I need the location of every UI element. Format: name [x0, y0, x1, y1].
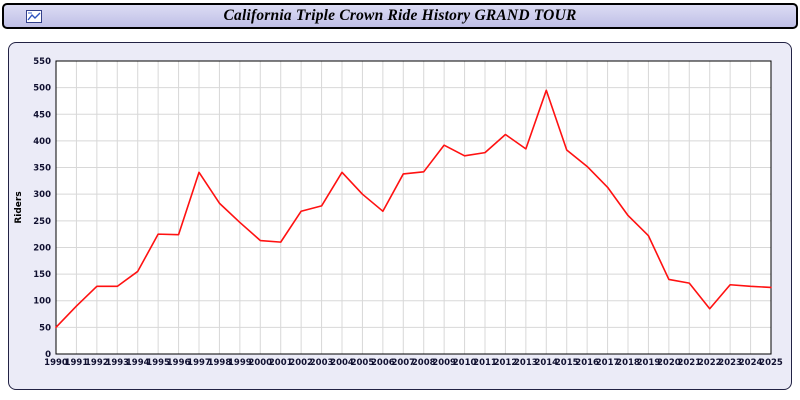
x-tick-label: 2013 — [514, 358, 538, 368]
chart-icon — [26, 9, 42, 23]
window-title-bar: California Triple Crown Ride History GRA… — [2, 3, 798, 29]
x-tick-label: 1992 — [85, 358, 109, 368]
x-tick-label: 2010 — [453, 358, 477, 368]
x-tick-label: 2012 — [494, 358, 518, 368]
x-tick-label: 2000 — [248, 358, 272, 368]
y-tick-label: 200 — [33, 243, 51, 253]
chart-panel: 0 50 100 150 200 250 300 350 400 450 500 550 1990 199… — [8, 42, 792, 390]
y-tick-label: 400 — [33, 137, 51, 147]
y-tick-label: 500 — [33, 84, 51, 94]
page-title: California Triple Crown Ride History GRA… — [223, 7, 577, 24]
x-tick-label: 2025 — [759, 358, 783, 368]
plot-area — [56, 61, 771, 354]
y-tick-label: 50 — [39, 323, 51, 333]
x-tick-label: 1998 — [208, 358, 232, 368]
y-tick-label: 0 — [45, 350, 51, 360]
x-tick-label: 2016 — [575, 358, 599, 368]
x-tick-label: 2021 — [677, 358, 701, 368]
x-tick-label: 1993 — [105, 358, 129, 368]
y-tick-label: 450 — [33, 110, 51, 120]
x-tick-label: 2014 — [534, 358, 558, 368]
x-tick-label: 2019 — [637, 358, 661, 368]
y-tick-label: 150 — [33, 270, 51, 280]
x-tick-label: 2020 — [657, 358, 681, 368]
ride-history-line-chart: 0501001502002503003504004505005501990199… — [14, 57, 783, 368]
x-tick-label: 2004 — [330, 358, 354, 368]
x-tick-label: 2002 — [289, 358, 313, 368]
x-tick-label: 2023 — [718, 358, 742, 368]
y-tick-label: 350 — [33, 164, 51, 174]
y-tick-label: 300 — [33, 190, 51, 200]
x-tick-label: 2022 — [698, 358, 722, 368]
x-tick-label: 2009 — [432, 358, 456, 368]
x-tick-label: 1999 — [228, 358, 252, 368]
x-tick-label: 2011 — [473, 358, 497, 368]
x-tick-label: 2001 — [269, 358, 293, 368]
x-tick-label: 2015 — [555, 358, 579, 368]
x-tick-label: 1996 — [167, 358, 191, 368]
x-tick-label: 2006 — [371, 358, 395, 368]
x-tick-label: 2024 — [739, 358, 763, 368]
y-tick-label: 250 — [33, 217, 51, 227]
plot-border — [55, 60, 772, 355]
x-tick-label: 2017 — [596, 358, 620, 368]
x-tick-label: 2008 — [412, 358, 436, 368]
riders-series-line — [55, 89, 772, 329]
x-tick-label: 2007 — [391, 358, 415, 368]
y-axis-label: Riders — [14, 191, 24, 223]
x-tick-label: 2018 — [616, 358, 640, 368]
x-tick-label: 1995 — [146, 358, 170, 368]
x-tick-label: 2003 — [310, 358, 334, 368]
x-tick-label: 1997 — [187, 358, 211, 368]
y-tick-label: 100 — [33, 297, 51, 307]
x-tick-label: 1994 — [126, 358, 150, 368]
x-tick-label: 2005 — [351, 358, 375, 368]
y-tick-label: 550 — [33, 57, 51, 67]
x-tick-label: 1991 — [65, 358, 89, 368]
x-tick-label: 1990 — [44, 358, 68, 368]
